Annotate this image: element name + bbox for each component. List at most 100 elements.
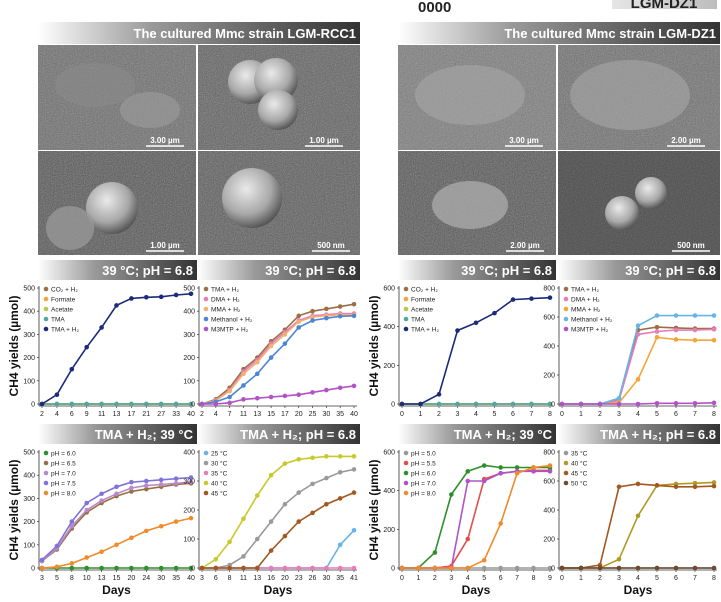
data-point: [351, 454, 357, 459]
data-point: [227, 539, 232, 545]
legend-marker: [563, 460, 569, 466]
y-tick-label: 400: [383, 488, 395, 495]
sem-image-rcc1-4: [198, 151, 360, 255]
x-tick-label: 2: [200, 411, 204, 418]
x-tick-label: 8: [228, 575, 232, 582]
data-point: [114, 401, 119, 407]
data-point: [129, 485, 134, 491]
legend-marker: [403, 306, 409, 312]
data-point: [597, 565, 603, 571]
top-fragment-left-text: 0000: [418, 0, 451, 16]
legend-label: M3MTP + H₂: [571, 326, 609, 333]
chart-6: TMA + H₂; pH = 6.8 0 100 200 300 400 3 6 8 11 13 16…: [183, 424, 360, 597]
data-point: [473, 401, 479, 407]
legend-label: Methanol + H₂: [571, 316, 613, 323]
legend-marker: [43, 306, 49, 312]
data-point: [114, 542, 119, 548]
legend-label: CO₂ + H₂: [411, 286, 438, 293]
x-tick-label: 1: [419, 411, 423, 418]
data-point: [241, 516, 246, 521]
data-point: [510, 401, 516, 407]
y-tick-label: 400: [543, 344, 555, 351]
data-point: [54, 543, 60, 549]
data-point: [673, 484, 679, 490]
chart-header: [38, 424, 197, 444]
legend-marker: [403, 480, 409, 486]
x-tick-label: 2: [433, 575, 437, 582]
series-2: [199, 467, 357, 571]
x-tick-label: 26: [309, 575, 317, 582]
legend-label: TMA + H₂: [571, 286, 599, 293]
x-tick-label: 3: [40, 575, 44, 582]
data-point: [114, 491, 119, 497]
series-line: [202, 468, 355, 569]
data-point: [692, 327, 698, 333]
data-point: [654, 335, 660, 340]
legend-marker: [563, 306, 569, 312]
legend-label: pH = 7.0: [51, 470, 76, 477]
x-tick-label: 15: [113, 575, 121, 582]
data-point: [498, 565, 503, 571]
data-point: [227, 400, 232, 406]
data-point: [531, 469, 536, 474]
data-point: [241, 565, 246, 571]
data-point: [711, 565, 717, 571]
y-tick-label: 100: [183, 378, 195, 385]
data-point: [173, 565, 179, 571]
data-point: [498, 521, 503, 526]
y-tick-label: 400: [543, 508, 555, 515]
data-point: [69, 401, 75, 407]
legend-marker: [203, 316, 209, 322]
data-point: [173, 292, 179, 298]
x-tick-label: 17: [281, 411, 289, 418]
data-point: [310, 455, 315, 461]
x-tick-label: 3: [617, 411, 621, 418]
legend-marker: [43, 450, 49, 456]
x-tick-label: 0: [400, 411, 404, 418]
data-point: [654, 483, 660, 488]
data-point: [129, 565, 134, 571]
series-5: [559, 400, 717, 407]
data-point: [158, 565, 164, 571]
x-tick-label: 8: [712, 411, 716, 418]
scale-label-dz1-2: 2.00 µm: [671, 136, 701, 145]
data-point: [282, 565, 288, 571]
legend-marker: [563, 450, 569, 456]
data-point: [268, 394, 274, 400]
legend-marker: [203, 326, 209, 332]
data-point: [616, 401, 622, 407]
data-point: [241, 397, 246, 402]
chart-title: 39 °C; pH = 6.8: [461, 263, 552, 278]
data-point: [254, 565, 260, 571]
sem-image-dz1-3: [398, 151, 556, 255]
legend-marker: [43, 460, 49, 466]
legend-label: 40 °C: [571, 459, 588, 467]
data-point: [324, 454, 329, 459]
x-tick-label: 7: [693, 411, 697, 418]
data-point: [351, 565, 357, 571]
legend-label: 25 °C: [211, 449, 228, 457]
data-point: [337, 304, 343, 309]
chart-header: [558, 260, 720, 280]
data-point: [188, 515, 194, 521]
x-tick-label: 5: [655, 411, 659, 418]
data-point: [129, 479, 134, 485]
data-point: [635, 377, 641, 382]
y-tick-label: 200: [543, 373, 555, 380]
data-point: [597, 401, 603, 407]
data-point: [254, 493, 260, 498]
legend-marker: [43, 490, 49, 496]
legend-marker: [403, 490, 409, 496]
y-tick-label: 200: [383, 363, 395, 370]
data-point: [39, 565, 45, 571]
chart-title: 39 °C; pH = 6.8: [102, 263, 193, 278]
data-point: [531, 465, 536, 470]
legend-marker: [203, 480, 209, 486]
data-point: [310, 510, 315, 516]
data-point: [310, 308, 315, 314]
series-line: [402, 296, 551, 405]
data-point: [616, 395, 622, 401]
data-point: [547, 295, 553, 300]
